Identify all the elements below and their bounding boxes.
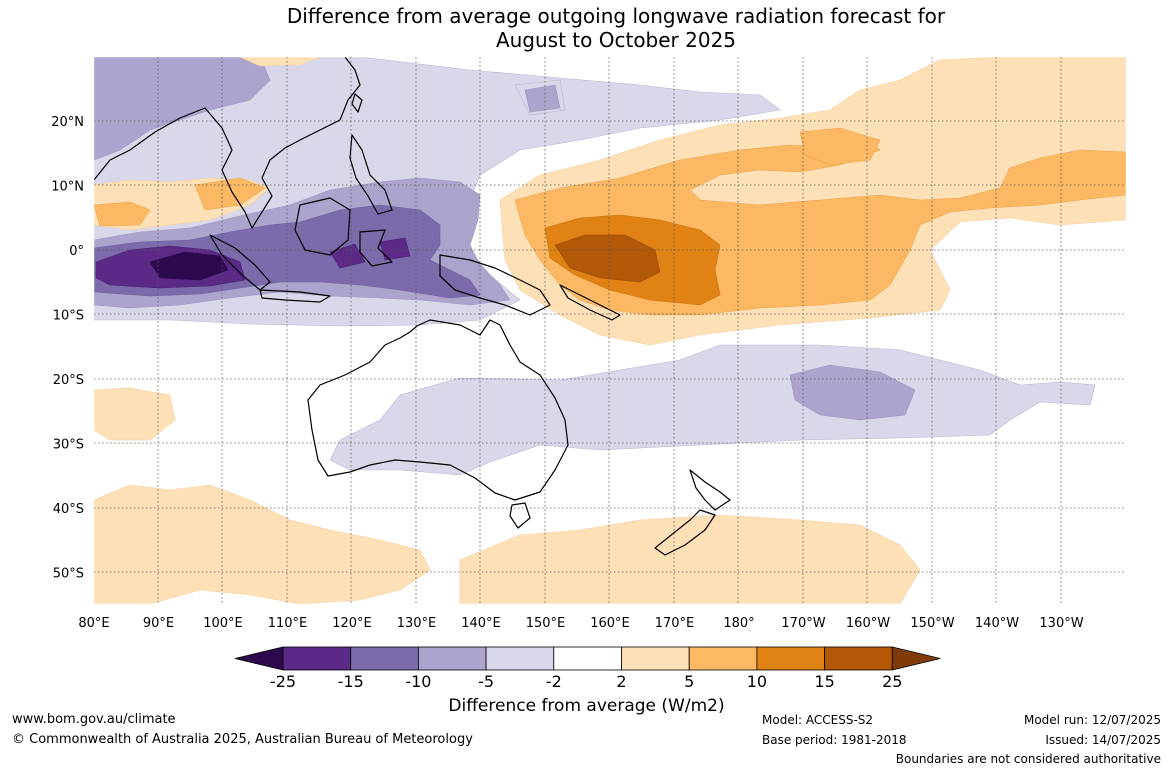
colorbar-tick-label: -25: [270, 672, 296, 691]
coastlines: [94, 57, 731, 556]
anomaly-shading: [94, 57, 1126, 604]
coast-java: [259, 289, 331, 303]
coast-borneo: [294, 197, 351, 256]
longitude-label: 110°E: [268, 616, 308, 631]
coast-australia: [307, 319, 569, 501]
footer-model: Model: ACCESS-S2: [762, 713, 874, 727]
map-frame: [93, 56, 1127, 605]
longitude-label: 150°W: [910, 616, 954, 631]
longitude-label: 130°E: [397, 616, 437, 631]
colorbar-segment: [688, 646, 758, 671]
negative-region-north-small: [524, 84, 561, 113]
title-line-2: August to October 2025: [495, 28, 737, 52]
longitude-label: 140°W: [975, 616, 1019, 631]
colorbar-segment: [417, 646, 487, 671]
longitude-label: 100°E: [203, 616, 243, 631]
colorbar-tick-label: 10: [747, 672, 767, 691]
latitude-label: 40°S: [53, 502, 84, 517]
colorbar-tick-label: -10: [405, 672, 431, 691]
colorbar-tick-label: -5: [478, 672, 494, 691]
longitude-label: 90°E: [143, 616, 174, 631]
coast-philippines: [349, 134, 393, 215]
title-line-1: Difference from average outgoing longwav…: [286, 4, 946, 28]
colorbar-tick-label: -2: [546, 672, 562, 691]
colorbar-segment: [621, 646, 690, 671]
colorbar-tick-label: 15: [814, 672, 834, 691]
longitude-label: 180°: [723, 616, 754, 631]
colorbar-tick-labels: -25 -15 -10 -5 -2 2 5 10 15 25: [270, 672, 903, 691]
longitude-label: 160°W: [846, 616, 890, 631]
footer-base-period: Base period: 1981-2018: [762, 733, 907, 747]
footer-copyright: © Commonwealth of Australia 2025, Austra…: [12, 732, 473, 747]
negative-region-asia: [94, 57, 271, 161]
latitude-label: 30°S: [53, 438, 84, 453]
footer-disclaimer: Boundaries are not considered authoritat…: [895, 752, 1161, 766]
latitude-label: 20°N: [51, 115, 84, 130]
latitude-label: 20°S: [53, 373, 84, 388]
colorbar-segment: [282, 646, 352, 671]
latitude-label: 10°N: [51, 180, 84, 195]
coast-taiwan: [351, 93, 363, 113]
negative-core-east-2: [379, 237, 411, 261]
longitude-label: 150°E: [526, 616, 566, 631]
colorbar-segment: [350, 646, 419, 671]
coast-new-zealand-south: [654, 509, 716, 556]
latitude-label: 0°: [69, 244, 84, 259]
olr-anomaly-map: 80°E 90°E 100°E 110°E 120°E 130°E 140°E 150°E 16…: [51, 56, 1127, 691]
positive-region-west-small: [94, 201, 151, 227]
coast-new-guinea: [439, 254, 551, 316]
positive-core: [554, 234, 661, 283]
colorbar-segment: [485, 646, 555, 671]
coast-sulawesi: [359, 229, 393, 267]
positive-region-southwest: [94, 387, 176, 441]
colorbar-segment: [553, 646, 622, 671]
latitude-label: 10°S: [53, 309, 84, 324]
colorbar-tick-label: 25: [882, 672, 902, 691]
footer-issued: Issued: 14/07/2025: [1045, 733, 1161, 747]
longitude-labels: 80°E 90°E 100°E 110°E 120°E 130°E 140°E 150°E 16…: [78, 616, 1083, 631]
footer-url: www.bom.gov.au/climate: [12, 712, 176, 727]
colorbar-arrow-low: [234, 646, 284, 671]
positive-region-north-small: [239, 57, 321, 67]
colorbar-title: Difference from average (W/m2): [448, 696, 725, 716]
positive-region-north-central: [799, 127, 881, 166]
chart-title: Difference from average outgoing longwav…: [0, 4, 1173, 52]
colorbar-arrow-high: [891, 646, 941, 671]
colorbar-tick-label: -15: [338, 672, 364, 691]
longitude-label: 80°E: [78, 616, 109, 631]
coast-solomons: [559, 284, 621, 321]
longitude-label: 160°E: [590, 616, 630, 631]
colorbar-segment: [824, 646, 893, 671]
longitude-label: 130°W: [1039, 616, 1083, 631]
longitude-label: 120°E: [332, 616, 372, 631]
footer-model-run: Model run: 12/07/2025: [1023, 713, 1161, 727]
colorbar-tick-label: 5: [684, 672, 694, 691]
latitude-label: 50°S: [53, 567, 84, 582]
coast-sumatra: [209, 234, 271, 291]
longitude-label: 140°E: [461, 616, 501, 631]
colorbar-segment: [756, 646, 826, 671]
positive-region-south-indian: [94, 484, 431, 604]
longitude-label: 170°W: [781, 616, 825, 631]
negative-region-south-pacific: [329, 344, 1096, 476]
colorbar: [234, 646, 941, 671]
colorbar-tick-label: 2: [616, 672, 626, 691]
graticule: [94, 57, 1126, 604]
latitude-labels: 20°N 10°N 0° 10°S 20°S 30°S 40°S 50°S: [51, 115, 84, 582]
negative-extreme: [149, 251, 229, 281]
positive-region-south-pacific: [459, 514, 921, 604]
longitude-label: 170°E: [655, 616, 695, 631]
coast-new-zealand-north: [689, 469, 731, 511]
coast-asia-mainland: [94, 57, 361, 229]
positive-region-indonesia: [194, 177, 266, 211]
coast-tasmania: [509, 502, 531, 529]
